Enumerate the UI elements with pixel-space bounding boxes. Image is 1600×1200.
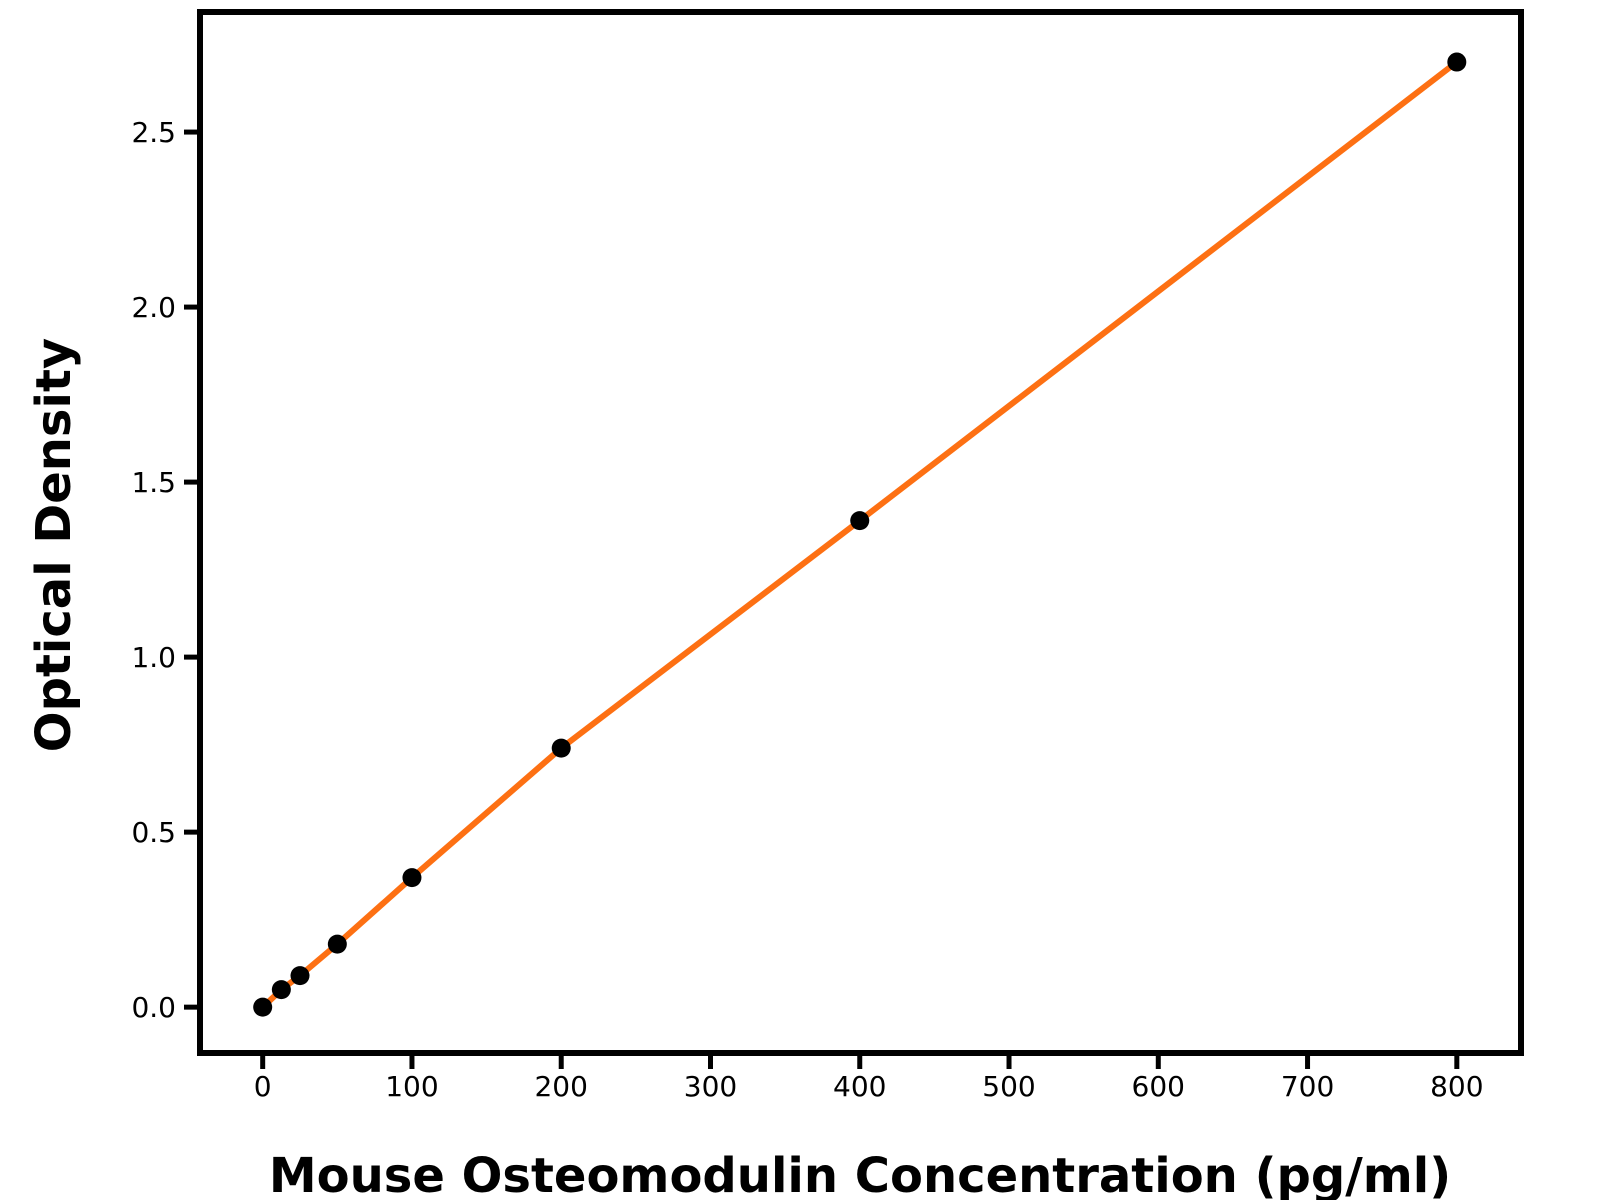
y-tick-label: 2.5 [131, 116, 176, 149]
data-point-marker [327, 934, 347, 954]
x-tick-label: 800 [1430, 1070, 1483, 1103]
plot-frame [197, 9, 1524, 1056]
x-tick-label: 400 [833, 1070, 886, 1103]
x-tick-label: 600 [1132, 1070, 1185, 1103]
data-point-marker [402, 868, 422, 888]
data-point-marker [271, 980, 291, 1000]
y-tick-label: 0.5 [131, 816, 176, 849]
y-tick-label: 1.5 [131, 466, 176, 499]
x-tick-label: 100 [385, 1070, 438, 1103]
x-axis-ticks: 0 100 200 300 400 500 600 700 800 [254, 1056, 1484, 1103]
y-tick-label: 0.0 [131, 991, 176, 1024]
y-tick-label: 1.0 [131, 641, 176, 674]
y-axis-label: Optical Density [26, 338, 82, 752]
data-point-marker [850, 511, 870, 531]
x-axis-label: Mouse Osteomodulin Concentration (pg/ml) [269, 1148, 1451, 1200]
x-tick-label: 500 [982, 1070, 1035, 1103]
x-tick-label: 300 [684, 1070, 737, 1103]
data-point-marker [253, 997, 273, 1017]
x-tick-label: 700 [1281, 1070, 1334, 1103]
data-point-marker [290, 966, 310, 986]
data-series [253, 52, 1467, 1017]
standard-curve-line [259, 59, 1460, 1011]
y-axis-ticks: 0.0 0.5 1.0 1.5 2.0 2.5 [131, 116, 197, 1024]
x-tick-label: 200 [534, 1070, 587, 1103]
x-tick-label: 0 [254, 1070, 272, 1103]
y-tick-label: 2.0 [131, 291, 176, 324]
data-point-marker [551, 738, 571, 758]
data-point-marker [1447, 52, 1467, 72]
